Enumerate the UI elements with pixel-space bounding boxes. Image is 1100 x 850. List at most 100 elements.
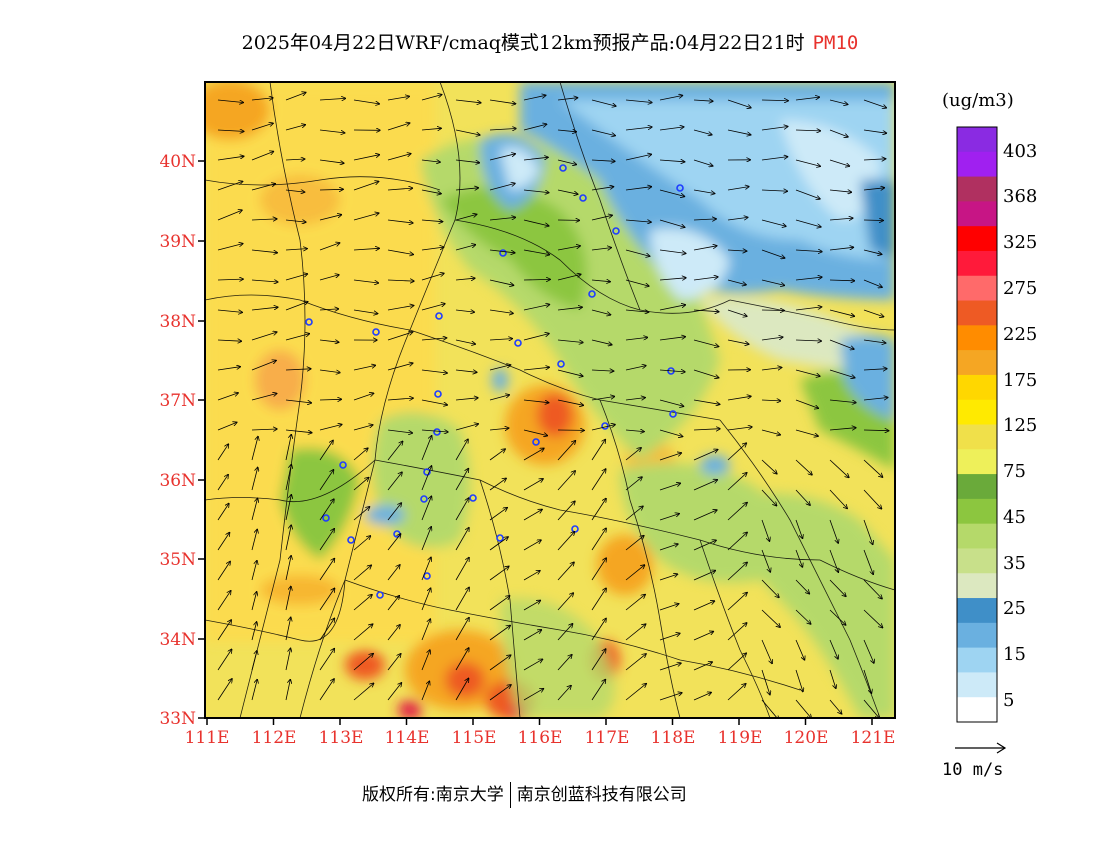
wind-arrow (353, 654, 373, 671)
wind-arrow (591, 248, 611, 250)
wind-arrow (659, 127, 684, 131)
wind-arrow (693, 510, 717, 521)
wind-arrow (557, 501, 575, 521)
wind-arrow (761, 549, 770, 572)
wind-arrow (421, 399, 447, 405)
wind-arrow (863, 188, 884, 190)
wind-arrow (591, 680, 605, 701)
wind-arrow (455, 278, 475, 280)
wind-arrow (727, 532, 747, 551)
colorbar-frame (956, 126, 998, 723)
wind-arrow (387, 472, 402, 491)
wind-arrow (353, 365, 375, 371)
wind-arrow (217, 244, 243, 251)
wind-arrow (625, 565, 645, 581)
wind-arrow (625, 187, 651, 191)
wind-arrow (693, 540, 716, 551)
wind-arrow (591, 440, 605, 461)
wind-arrow (319, 529, 334, 551)
wind-arrow (387, 306, 414, 311)
wind-arrow (285, 587, 291, 611)
wind-arrow (761, 639, 772, 663)
wind-arrow (727, 339, 749, 344)
wind-arrow (489, 99, 516, 104)
lat-label: 36N (159, 471, 196, 491)
wind-arrow (659, 305, 685, 311)
wind-arrow (591, 187, 614, 191)
wind-arrow (591, 99, 616, 106)
wind-arrow (489, 129, 516, 131)
wind-arrow (421, 436, 432, 461)
wind-arrow (829, 247, 853, 251)
wind-arrow (489, 309, 513, 313)
wind-arrow (217, 504, 229, 521)
colorbar-label: 225 (1003, 324, 1038, 345)
wind-arrow (829, 459, 849, 477)
wind-arrow (523, 571, 540, 581)
wind-arrow (455, 528, 469, 551)
wind-arrow (829, 399, 856, 403)
wind-arrow (625, 220, 651, 222)
wind-arrow (761, 699, 779, 718)
wind-arrow (761, 100, 788, 101)
colorbar-swatch (957, 424, 997, 450)
wind-arrow (863, 430, 889, 431)
wind-arrow (625, 99, 652, 103)
colorbar-label: 325 (1003, 232, 1038, 253)
wind-arrow (829, 699, 842, 714)
colorbar (956, 126, 998, 723)
wind-arrow (421, 128, 441, 130)
wind-arrow (591, 528, 606, 551)
wind-arrow (387, 683, 401, 701)
wind-arrow (523, 399, 549, 403)
wind-arrow (319, 559, 334, 581)
wind-arrow (353, 155, 379, 161)
wind-arrow (523, 124, 547, 131)
colorbar-swatch (957, 399, 997, 425)
wind-arrow (387, 332, 413, 341)
wind-arrow (761, 489, 777, 506)
footer-separator (509, 782, 511, 808)
wind-arrow (489, 478, 506, 491)
axis-ticks (198, 160, 873, 725)
wind-arrow (217, 533, 230, 551)
wind-arrow (557, 98, 578, 100)
wind-arrow (489, 395, 509, 401)
wind-arrow (557, 159, 576, 165)
wind-arrow (727, 217, 748, 221)
wind-arrow (217, 181, 243, 191)
wind-arrow (591, 160, 615, 161)
colorbar-swatch (957, 151, 997, 178)
wind-arrow (591, 619, 606, 641)
wind-arrow (863, 279, 882, 287)
wind-arrow (217, 367, 240, 371)
colorbar-swatch (957, 300, 997, 326)
wind-arrow (625, 654, 646, 671)
wind-arrow (693, 571, 715, 581)
wind-arrow (421, 304, 445, 311)
wind-arrow (557, 130, 576, 132)
wind-arrow (829, 280, 854, 281)
wind-arrow (217, 279, 243, 280)
wind-arrow (251, 361, 276, 371)
wind-arrow (557, 307, 582, 311)
wind-arrow (387, 188, 412, 190)
wind-arrow (795, 250, 822, 252)
wind-arrow (795, 307, 822, 311)
wind-arrow (795, 519, 803, 538)
wind-arrow (353, 448, 368, 461)
wind-arrow (863, 129, 886, 133)
lon-label: 115E (451, 728, 497, 748)
wind-arrow (421, 466, 432, 491)
wind-arrow (523, 540, 541, 551)
wind-arrow (863, 519, 873, 544)
wind-arrow (251, 307, 278, 311)
colorbar-swatch (957, 374, 997, 401)
wind-arrow (353, 565, 371, 581)
wind-arrow (659, 278, 686, 280)
wind-arrow (659, 429, 683, 437)
wind-arrow (693, 129, 712, 135)
wind-arrow (285, 525, 291, 551)
wind-arrow (761, 157, 788, 161)
